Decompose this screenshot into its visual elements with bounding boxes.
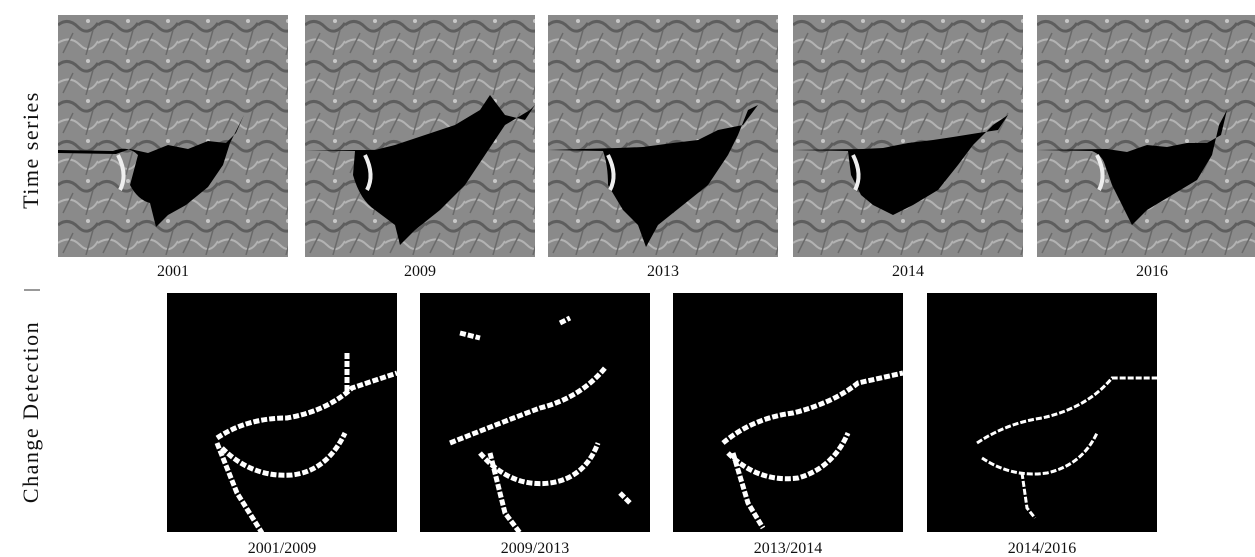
change-map — [167, 293, 397, 533]
caption: 2014/2016 — [1008, 540, 1076, 557]
caption: 2014 — [892, 263, 924, 280]
satellite-image — [793, 15, 1023, 257]
change-map — [927, 293, 1157, 532]
page: Time series Change Detection 2001 2009 201… — [0, 0, 1255, 557]
background — [167, 293, 397, 532]
caption: 2009/2013 — [501, 540, 569, 557]
caption: 2016 — [1136, 263, 1168, 280]
row-label: Time series — [18, 91, 43, 209]
background — [927, 293, 1157, 532]
change-map — [420, 293, 650, 533]
satellite-image — [305, 15, 535, 257]
caption: 2001 — [157, 263, 189, 280]
caption: 2009 — [404, 263, 436, 280]
row-label: Change Detection — [18, 321, 43, 503]
change-map — [673, 293, 903, 532]
terrain — [793, 15, 1023, 257]
satellite-image — [548, 15, 778, 257]
caption: 2013/2014 — [754, 540, 822, 557]
terrain — [58, 15, 288, 257]
caption: 2001/2009 — [248, 540, 316, 557]
caption: 2013 — [647, 263, 679, 280]
satellite-image — [58, 15, 288, 257]
terrain — [1037, 15, 1255, 257]
satellite-image — [1037, 15, 1255, 257]
figure: Time series Change Detection 2001 2009 201… — [0, 0, 1255, 557]
